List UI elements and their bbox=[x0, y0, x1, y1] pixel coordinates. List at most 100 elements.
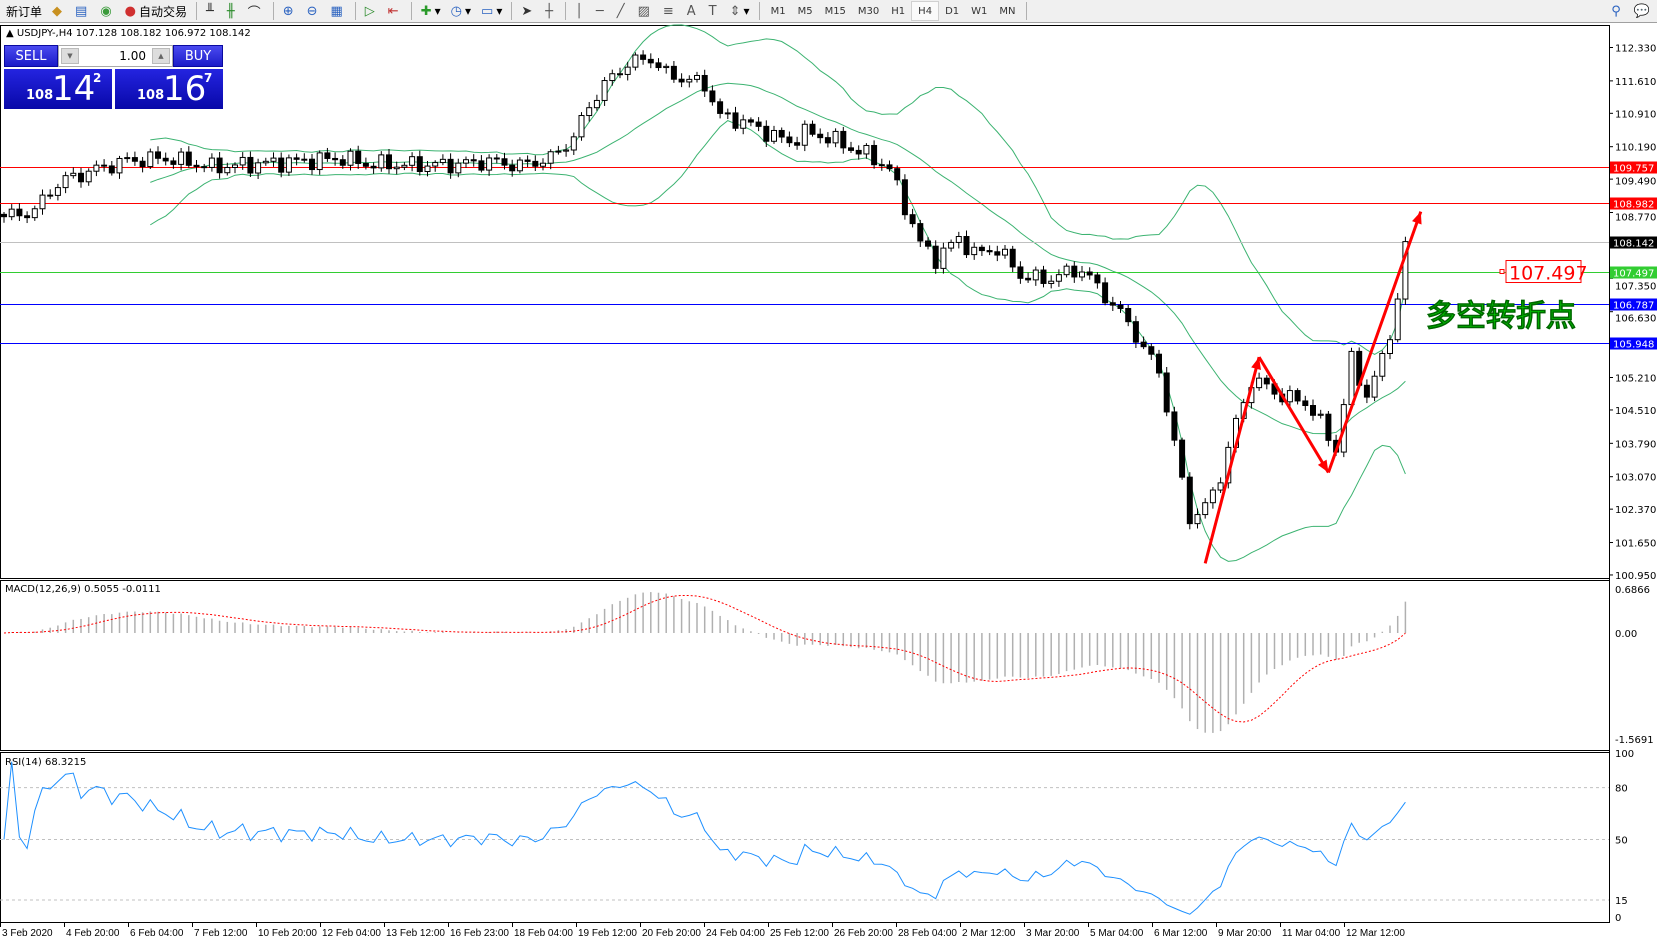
candle-body bbox=[409, 156, 416, 166]
price-axis-label: 102.370 bbox=[1615, 505, 1656, 516]
candle-body bbox=[509, 164, 516, 172]
buy-price[interactable]: 108 16 7 bbox=[115, 69, 223, 109]
time-axis-label: 2 Mar 12:00 bbox=[962, 928, 1016, 939]
chat-button[interactable]: 💬 bbox=[1630, 1, 1657, 21]
fibonacci-icon: ≡ bbox=[662, 3, 674, 19]
trend-arrow bbox=[1257, 356, 1330, 474]
auto-trading-button[interactable]: ● 自动交易 bbox=[121, 1, 191, 21]
lot-decrease-button[interactable]: ▼ bbox=[61, 48, 79, 64]
time-axis-label: 3 Feb 2020 bbox=[2, 928, 53, 939]
market-watch-button[interactable]: ◆ bbox=[48, 1, 69, 21]
candle-body bbox=[1302, 400, 1309, 407]
lot-value[interactable]: 1.00 bbox=[119, 49, 146, 63]
timeframe-h4[interactable]: H4 bbox=[911, 1, 940, 21]
timeframe-mn[interactable]: MN bbox=[999, 5, 1016, 17]
templates-button[interactable]: ▭ ▾ bbox=[481, 3, 503, 19]
candle-body bbox=[1032, 269, 1039, 281]
time-axis-label: 24 Feb 04:00 bbox=[706, 928, 765, 939]
price-axis-label: 109.490 bbox=[1615, 177, 1656, 188]
timeframe-d1[interactable]: D1 bbox=[945, 5, 960, 17]
candle-body bbox=[763, 125, 770, 142]
candle-body bbox=[1148, 346, 1155, 355]
symbol-header: ▲ USDJPY-,H4 107.128 108.182 106.972 108… bbox=[6, 28, 251, 39]
sell-button[interactable]: SELL bbox=[4, 45, 58, 67]
candle-body bbox=[647, 58, 654, 64]
line-chart-button[interactable]: ⌒ bbox=[244, 1, 268, 21]
main-chart-panel bbox=[0, 25, 1610, 579]
time-axis-label: 13 Feb 12:00 bbox=[386, 928, 445, 939]
chart-window[interactable]: 112.330 111.610 110.910 110.190 109.490 108.7… bbox=[0, 24, 1657, 941]
candle-body bbox=[863, 144, 870, 155]
price-tag-label: 106.787 bbox=[1613, 301, 1654, 312]
auto-trading-icon: ● bbox=[124, 3, 136, 19]
collapse-arrow-icon[interactable]: ▲ bbox=[6, 28, 14, 39]
candle-body bbox=[886, 164, 893, 170]
candle-body bbox=[347, 150, 354, 166]
indicators-button[interactable]: ✚ ▾ bbox=[420, 3, 441, 19]
lot-increase-button[interactable]: ▲ bbox=[152, 48, 170, 64]
candle-body bbox=[1063, 265, 1070, 276]
candle-body bbox=[786, 136, 793, 144]
timeframe-m15[interactable]: M15 bbox=[824, 5, 846, 17]
price-axis-label: 110.190 bbox=[1615, 143, 1656, 154]
candle-body bbox=[917, 223, 924, 242]
candle-body bbox=[1002, 248, 1008, 256]
arrows-tool[interactable]: ⇕ ▾ bbox=[729, 3, 750, 19]
candle-body bbox=[994, 251, 1001, 256]
zoom-out-button[interactable]: ⊖ bbox=[303, 1, 325, 21]
crosshair-tool[interactable]: ┼ bbox=[541, 1, 560, 21]
text-tool[interactable]: A bbox=[683, 1, 703, 21]
candle-body bbox=[932, 245, 939, 269]
timeframe-h1[interactable]: H1 bbox=[891, 5, 906, 17]
candle-body bbox=[1179, 439, 1186, 478]
candle-body bbox=[85, 170, 92, 183]
one-click-trading-panel: SELL ▼ 1.00 ▲ BUY 108 14 2 108 16 7 bbox=[4, 45, 223, 109]
candle-body bbox=[524, 159, 531, 162]
candle-body bbox=[339, 159, 346, 166]
horizontal-line-tool[interactable]: ─ bbox=[592, 1, 611, 21]
fibonacci-tool[interactable]: ≡ bbox=[659, 1, 681, 21]
time-axis-label: 12 Feb 04:00 bbox=[322, 928, 381, 939]
candle-body bbox=[447, 158, 454, 174]
candle-body bbox=[1379, 352, 1386, 377]
template-icon: ▭ bbox=[481, 3, 494, 19]
trendline-tool[interactable]: ╱ bbox=[613, 1, 632, 21]
candle-body bbox=[1086, 271, 1093, 276]
sell-price[interactable]: 108 14 2 bbox=[4, 69, 112, 109]
separator bbox=[272, 2, 274, 20]
chart-shift-button[interactable]: ⇤ bbox=[384, 1, 406, 21]
rsi-panel bbox=[0, 752, 1610, 923]
new-order-button[interactable]: 新订单 bbox=[2, 1, 46, 21]
channel-tool[interactable]: ▨ bbox=[634, 1, 657, 21]
price-axis-label: 104.510 bbox=[1615, 406, 1656, 417]
timeframe-m5[interactable]: M5 bbox=[797, 5, 813, 17]
candle-body bbox=[1094, 274, 1101, 284]
periods-button[interactable]: ◷ ▾ bbox=[450, 3, 472, 19]
vertical-line-icon: │ bbox=[575, 3, 583, 19]
cursor-tool[interactable]: ➤ bbox=[517, 1, 539, 21]
candle-body bbox=[1209, 489, 1216, 504]
lot-size-input[interactable]: ▼ 1.00 ▲ bbox=[58, 45, 173, 67]
bar-chart-button[interactable]: ╨ bbox=[202, 1, 221, 21]
price-axis-label: 103.070 bbox=[1615, 473, 1656, 484]
price-tag bbox=[1610, 337, 1657, 350]
text-label-tool[interactable]: T bbox=[705, 1, 724, 21]
crosshair-icon: ┼ bbox=[545, 3, 554, 19]
macd-label: MACD(12,26,9) 0.5055 -0.0111 bbox=[5, 584, 161, 595]
macd-axis-label: 0.6866 bbox=[1615, 585, 1650, 596]
zoom-in-button[interactable]: ⊕ bbox=[279, 1, 301, 21]
navigator-button[interactable]: ▤ bbox=[71, 1, 94, 21]
search-button[interactable]: ⚲ bbox=[1607, 1, 1628, 21]
auto-scroll-button[interactable]: ▷ bbox=[361, 1, 382, 21]
candlestick-icon: ╫ bbox=[226, 3, 235, 19]
timeframe-w1[interactable]: W1 bbox=[971, 5, 988, 17]
separator bbox=[511, 2, 513, 20]
buy-button[interactable]: BUY bbox=[173, 45, 223, 67]
tile-windows-button[interactable]: ▦ bbox=[327, 1, 350, 21]
timeframe-m1[interactable]: M1 bbox=[770, 5, 786, 17]
timeframe-m30[interactable]: M30 bbox=[857, 5, 880, 17]
candle-body bbox=[370, 165, 377, 169]
signals-button[interactable]: ◉ bbox=[96, 1, 118, 21]
candlestick-button[interactable]: ╫ bbox=[223, 1, 242, 21]
vertical-line-tool[interactable]: │ bbox=[571, 1, 590, 21]
